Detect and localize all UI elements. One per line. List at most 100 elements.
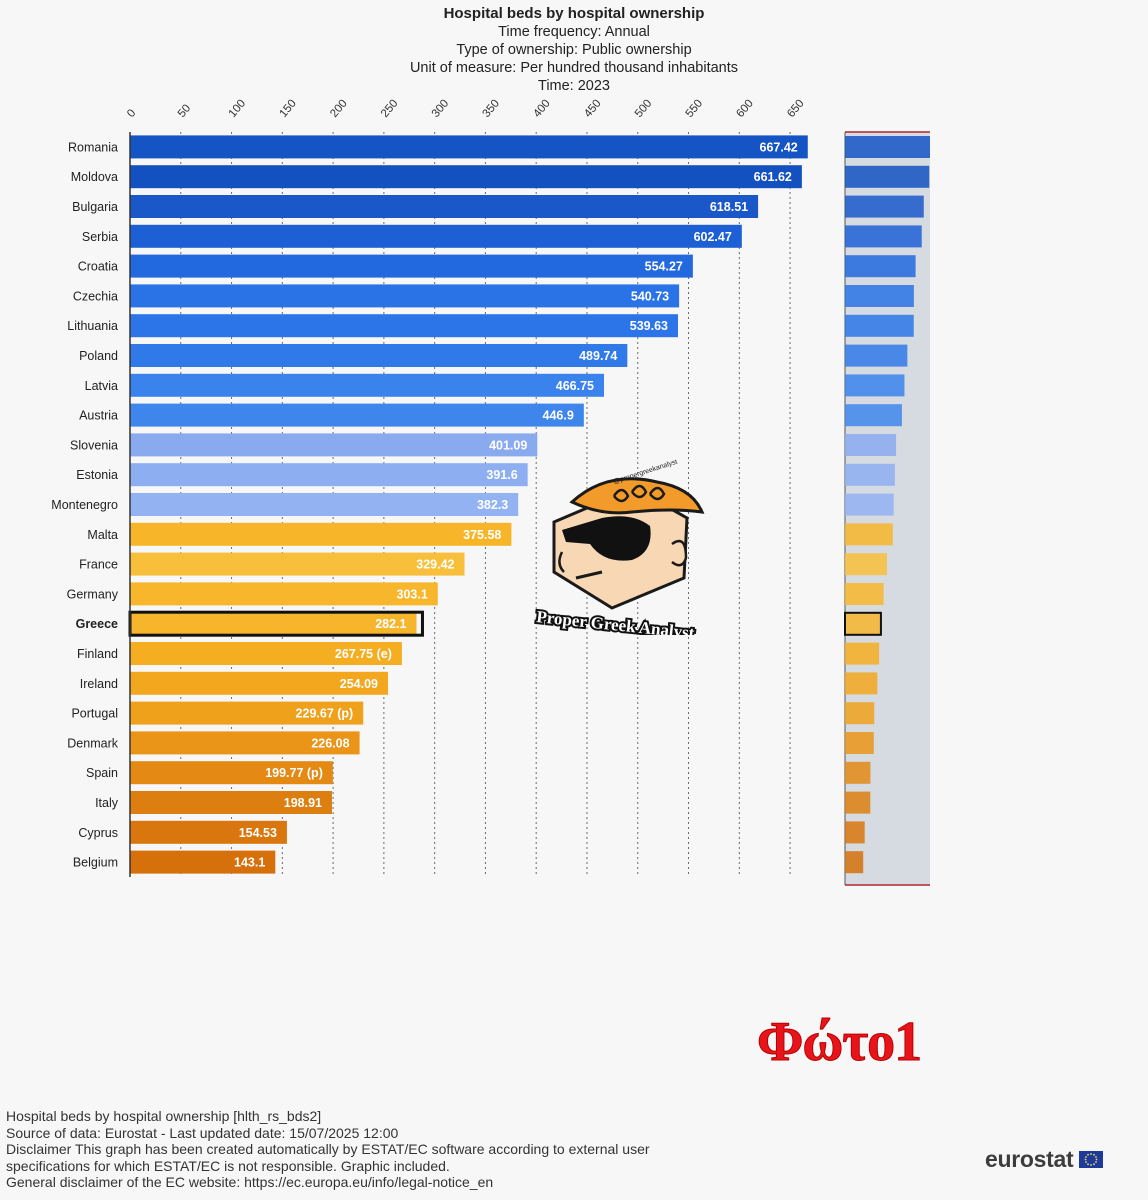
category-label: Croatia (78, 260, 118, 274)
x-tick-label: 350 (481, 98, 503, 120)
overview-bar-highlight (844, 611, 882, 636)
bar-value-label: 254.09 (340, 677, 378, 691)
overview-bar (845, 434, 897, 456)
overview-bar (845, 851, 864, 874)
overview-bar (845, 791, 871, 814)
bar-value-label: 229.67 (p) (296, 707, 354, 721)
overview-bar (845, 702, 875, 725)
bar-value-label: 661.62 (754, 170, 792, 184)
bar-value-label: 554.27 (645, 260, 683, 274)
eurostat-wordmark: eurostat (985, 1146, 1074, 1172)
category-label: Malta (87, 528, 118, 542)
bar-value-label: 198.91 (284, 796, 322, 810)
bar (130, 552, 465, 576)
eu-flag-icon (1079, 1151, 1104, 1168)
overview-bar (845, 463, 895, 486)
bar-value-label: 401.09 (489, 438, 527, 452)
bar (130, 522, 512, 546)
bar (130, 135, 808, 159)
overview-bar (845, 493, 894, 516)
bar (130, 254, 693, 278)
footer-dataset: Hospital beds by hospital ownership [hlt… (6, 1108, 322, 1124)
bar (130, 195, 759, 218)
category-label: Romania (68, 140, 118, 154)
bar-value-label: 602.47 (694, 230, 732, 244)
overview-bar (845, 225, 922, 248)
x-tick-label: 400 (531, 98, 553, 120)
x-tick-label: 300 (430, 98, 452, 120)
bar-value-label: 282.1 (375, 617, 406, 631)
overview-bar (845, 255, 916, 278)
bar (130, 612, 417, 636)
bar-value-label: 667.42 (760, 140, 798, 154)
x-tick-label: 650 (785, 98, 807, 120)
category-label: Denmark (67, 736, 118, 750)
x-tick-label: 150 (277, 98, 299, 120)
overview-bar (845, 165, 930, 188)
bar-value-label: 382.3 (477, 498, 508, 512)
overview-bar (845, 642, 880, 665)
overview-bar (845, 672, 878, 695)
category-label: Poland (79, 349, 118, 363)
category-label: Cyprus (78, 826, 118, 840)
footer-legal-link[interactable]: General disclaimer of the EC website: ht… (6, 1174, 494, 1191)
x-tick-label: 50 (176, 102, 193, 120)
x-tick-label: 0 (125, 107, 138, 120)
overview-bar (845, 612, 881, 635)
overview-bar (845, 195, 924, 218)
category-label: Lithuania (67, 319, 118, 333)
chart-title: Hospital beds by hospital ownership (443, 5, 705, 22)
bar (130, 701, 364, 725)
bar (130, 582, 438, 606)
bar (130, 791, 332, 814)
category-label: Estonia (76, 468, 118, 482)
category-label: Czechia (73, 289, 118, 303)
category-label: Finland (77, 647, 118, 661)
overview-bar (845, 344, 908, 367)
x-tick-label: 450 (582, 98, 604, 120)
x-tick-label: 100 (227, 98, 249, 120)
bar-value-label: 375.58 (463, 528, 501, 542)
overview-bar (845, 583, 884, 605)
category-label: Montenegro (51, 498, 118, 512)
overview-bar (845, 374, 905, 397)
chart-subtitle-time: Time: 2023 (538, 78, 610, 94)
watermark-mascot-icon: @propergreekanalyst Proper Greek Analyst (534, 460, 705, 635)
category-label: Germany (67, 587, 119, 601)
bar-value-label: 539.63 (630, 319, 668, 333)
overview-bar (845, 821, 865, 844)
bar (130, 761, 333, 785)
eurostat-logo: eurostat (985, 1146, 1104, 1173)
category-label: Austria (79, 409, 118, 423)
bar (130, 373, 604, 397)
bar (130, 820, 287, 844)
overview-bar (845, 285, 914, 307)
bar-value-label: 466.75 (556, 379, 594, 393)
photo-label: Φώτο1 (756, 1011, 922, 1074)
category-label: Italy (95, 796, 119, 810)
x-tick-label: 550 (684, 98, 706, 120)
bar-value-label: 226.08 (311, 736, 349, 750)
bar (130, 403, 584, 427)
chart-subtitle-unit: Unit of measure: Per hundred thousand in… (409, 60, 739, 76)
footer-disclaimer-1: Disclaimer This graph has been created a… (6, 1141, 650, 1158)
footer-disclaimer-2: specifications for which ESTAT/EC is not… (6, 1157, 450, 1174)
bar-value-label: 143.1 (234, 856, 265, 870)
x-tick-label: 500 (633, 98, 655, 120)
category-label: Greece (76, 617, 118, 631)
overview-bar (845, 136, 930, 158)
bar (130, 642, 402, 665)
overview-bar (845, 553, 887, 576)
bar-value-label: 391.6 (486, 468, 517, 482)
bar-value-label: 446.9 (543, 409, 574, 423)
bar (130, 165, 802, 189)
category-label: Slovenia (70, 438, 118, 452)
footer-source: Source of data: Eurostat - Last updated … (6, 1124, 399, 1141)
x-tick-label: 200 (328, 98, 350, 120)
bar-value-label: 303.1 (397, 587, 428, 601)
overview-bar (845, 314, 914, 337)
category-label: Spain (86, 766, 118, 780)
bar-value-label: 540.73 (631, 289, 669, 303)
bar (130, 314, 678, 338)
watermark-text: Proper Greek Analyst (536, 607, 696, 635)
